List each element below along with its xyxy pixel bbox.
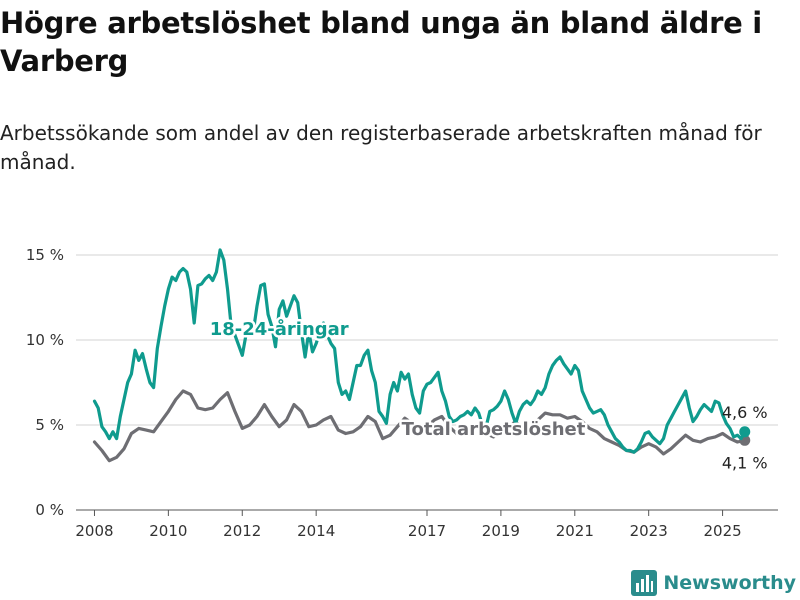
line-chart: 0 % 5 % 10 % 15 % 2008 2010 2012 2014 2017 2019 20… — [26, 246, 778, 540]
x-tick-label: 2019 — [482, 522, 520, 540]
x-tick-label: 2025 — [703, 522, 741, 540]
x-tick-label: 2012 — [223, 522, 261, 540]
x-tick-label: 2023 — [630, 522, 668, 540]
x-tick-label: 2017 — [408, 522, 446, 540]
series-line-youth — [92, 248, 747, 454]
newsworthy-logo[interactable]: Newsworthy — [631, 570, 796, 596]
y-tick-label: 15 % — [26, 246, 64, 264]
x-tick-label: 2021 — [556, 522, 594, 540]
brand-name: Newsworthy — [663, 572, 796, 594]
y-tick-label: 10 % — [26, 331, 64, 349]
series-label-youth: 18-24-åringar — [210, 318, 349, 340]
chart-subtitle: Arbetssökande som andel av den registerb… — [0, 121, 762, 174]
series-label-youth-halo: 18-24-åringar — [210, 318, 349, 340]
y-tick-label: 0 % — [35, 501, 64, 519]
chart-title: Högre arbetslöshet bland unga än bland ä… — [0, 6, 762, 78]
x-tick-label: 2014 — [297, 522, 335, 540]
series-label-total-halo: Total arbetslöshet — [402, 419, 586, 440]
series-label-total: Total arbetslöshet — [402, 419, 586, 440]
end-label-youth: 4,6 % — [722, 403, 768, 422]
bar-chart-icon — [631, 570, 658, 596]
y-tick-label: 5 % — [35, 416, 64, 434]
end-label-total: 4,1 % — [722, 453, 768, 472]
series-lines — [92, 248, 751, 463]
series-end-point — [739, 426, 751, 438]
axes: 0 % 5 % 10 % 15 % 2008 2010 2012 2014 2017 2019 20… — [26, 246, 742, 540]
x-tick-label: 2010 — [149, 522, 187, 540]
x-tick-label: 2008 — [75, 522, 113, 540]
